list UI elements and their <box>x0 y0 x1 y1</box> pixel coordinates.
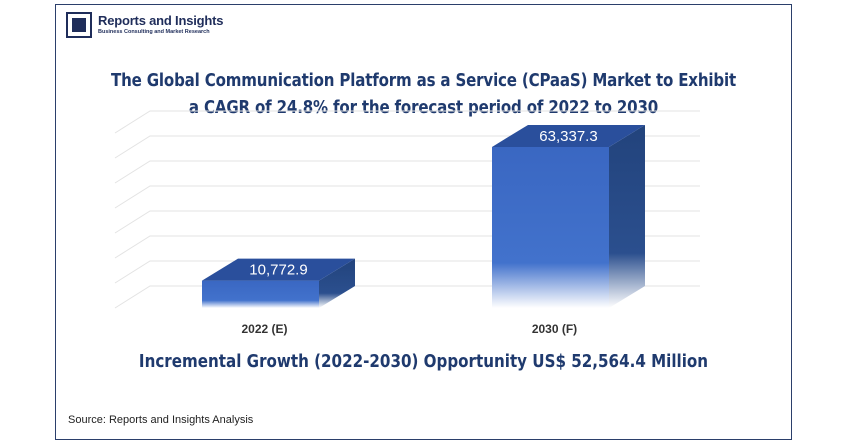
logo-tagline: Business Consulting and Market Research <box>98 29 210 35</box>
category-label: 2030 (F) <box>532 322 577 336</box>
bar-front <box>492 146 609 308</box>
bar-front <box>202 280 319 308</box>
bar-side <box>609 124 645 308</box>
logo-square-icon <box>66 12 92 38</box>
chart-title: The Global Communication Platform as a S… <box>110 71 736 118</box>
bar-1: 10,772.9 2022 (E) <box>202 258 355 336</box>
bar-value-label: 10,772.9 <box>249 262 307 279</box>
growth-annotation: Incremental Growth (2022-2030) Opportuni… <box>138 351 709 372</box>
source-note: Source: Reports and Insights Analysis <box>68 414 254 426</box>
company-logo: Reports and Insights Business Consulting… <box>66 12 223 38</box>
gridline <box>114 110 700 134</box>
bar-value-label: 63,337.3 <box>539 128 597 145</box>
bars-group: 10,772.9 2022 (E) 63,337.3 2030 (F) <box>202 124 645 336</box>
bar-top <box>492 124 645 147</box>
bar-top <box>202 258 355 281</box>
chart-frame <box>55 4 792 440</box>
bar-side <box>319 258 355 308</box>
category-label: 2022 (E) <box>241 322 287 336</box>
logo-name: Reports and Insights <box>98 13 224 28</box>
bar-2: 63,337.3 2030 (F) <box>492 124 645 336</box>
